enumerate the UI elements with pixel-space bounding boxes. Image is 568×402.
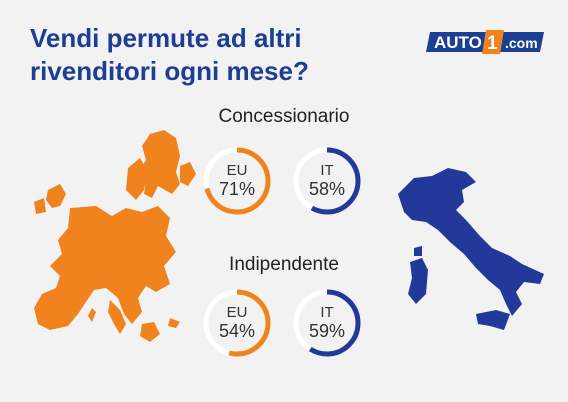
section-label-indipendente: Indipendente <box>229 254 339 275</box>
auto1-logo: AUTO 1 .com <box>426 30 544 54</box>
stat-ring-indipendente-it: IT 59% <box>292 288 362 358</box>
italy-map-icon <box>398 168 544 330</box>
stat-region: IT <box>320 162 334 179</box>
page-title: Vendi permute ad altri rivenditori ogni … <box>30 22 360 88</box>
title-line-2: rivenditori ogni mese? <box>30 56 309 86</box>
stat-region: IT <box>320 304 334 321</box>
section-label-concessionario: Concessionario <box>218 106 350 127</box>
svg-text:AUTO: AUTO <box>434 33 482 52</box>
svg-text:1: 1 <box>487 33 498 54</box>
stat-ring-concessionario-it: IT 58% <box>292 146 362 216</box>
stat-region: EU <box>226 162 248 179</box>
title-line-1: Vendi permute ad altri <box>30 23 302 53</box>
stat-value: 71% <box>218 179 256 199</box>
stat-region: EU <box>226 304 248 321</box>
stat-value: 54% <box>218 321 256 341</box>
stat-value: 58% <box>308 179 346 199</box>
svg-text:.com: .com <box>505 35 538 51</box>
stat-ring-concessionario-eu: EU 71% <box>202 146 272 216</box>
stat-value: 59% <box>308 321 346 341</box>
stat-ring-indipendente-eu: EU 54% <box>202 288 272 358</box>
europe-map-icon <box>34 130 196 342</box>
